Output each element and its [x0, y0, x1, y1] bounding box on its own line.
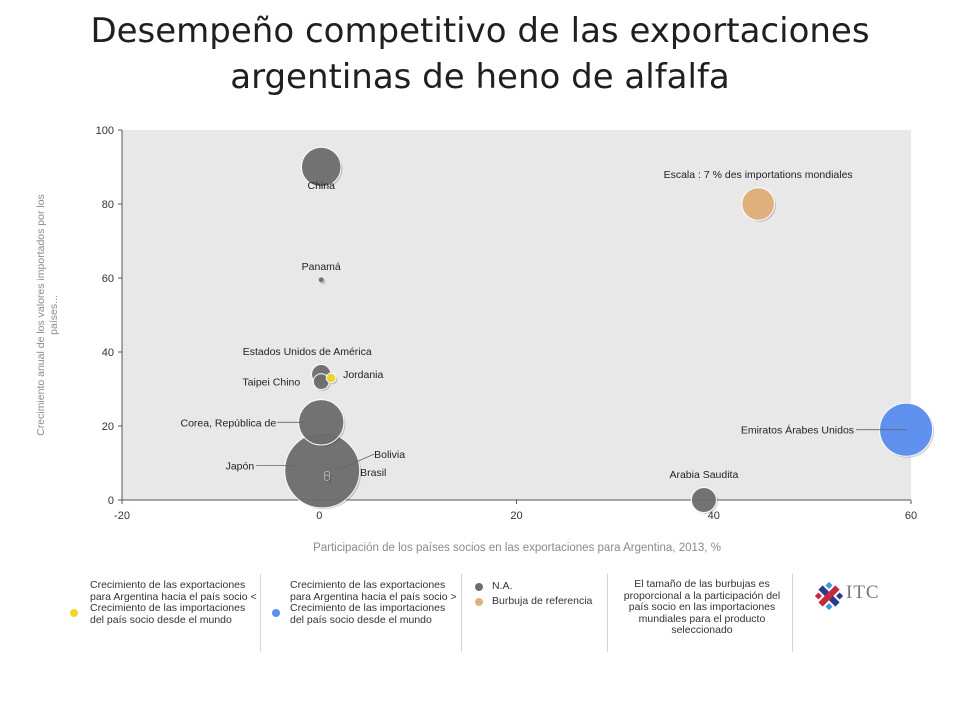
legend-yellow-text: Crecimiento de las exportaciones para Ar…: [90, 579, 257, 626]
itc-logo-text: ITC: [846, 582, 880, 603]
legend-blue-dot: [272, 609, 280, 617]
bubble-label: Brasil: [360, 467, 386, 479]
y-tick-label: 100: [96, 125, 114, 137]
y-tick-label: 0: [108, 495, 114, 507]
y-tick-label: 40: [102, 347, 114, 359]
bubble-jordania: [325, 372, 337, 384]
page-title: Desempeño competitivo de las exportacion…: [90, 11, 870, 97]
legend-yellow-dot: [70, 609, 78, 617]
bubble-arabia-saudita: [690, 487, 717, 513]
legend-reference-dot: [475, 598, 483, 606]
legend-separator: [792, 574, 793, 652]
itc-logo: [815, 581, 844, 611]
bubble-brasil: [324, 474, 331, 481]
bubble-label: Corea, República de: [180, 417, 276, 429]
x-axis-label: Participación de los países socios en la…: [313, 542, 721, 554]
legend-blue-text: Crecimiento de las exportaciones para Ar…: [290, 579, 457, 626]
x-tick-label: 60: [905, 510, 917, 522]
bubble-panama: [318, 276, 325, 283]
x-tick-label: -20: [114, 510, 130, 522]
bubble-label: Japón: [226, 460, 255, 472]
legend-size-note: El tamaño de las burbujas es proporciona…: [623, 578, 781, 636]
x-tick-label: 0: [316, 510, 322, 522]
legend-separator: [607, 574, 608, 652]
bubble-labels: Escala : 7 % des importations mondiales C…: [180, 169, 907, 481]
legend-separator: [260, 574, 261, 652]
y-tick-label: 20: [102, 421, 114, 433]
bubbles: [284, 146, 935, 514]
y-tick-label: 60: [102, 273, 114, 285]
legend-reference-label: Burbuja de referencia: [492, 595, 593, 607]
legend-separator: [461, 574, 462, 652]
bubble-label: Estados Unidos de América: [243, 346, 372, 358]
bubble-label: Taipei Chino: [242, 377, 300, 389]
reference-bubble: [741, 187, 775, 221]
bubble-label: Panamá: [302, 261, 341, 273]
leader-line: [336, 453, 375, 471]
legend-na-label: N.A.: [492, 580, 513, 592]
bubble-label: Arabia Saudita: [669, 469, 738, 481]
bubble-label: Jordania: [343, 369, 383, 381]
reference-bubble-label: Escala : 7 % des importations mondiales: [664, 169, 853, 181]
x-tick-label: 40: [708, 510, 720, 522]
y-axis-label: Crecimiento anual de los valores importa…: [35, 194, 60, 436]
legend: Crecimiento de las exportaciones para Ar…: [64, 574, 879, 652]
y-tick-label: 80: [102, 199, 114, 211]
legend-na-dot: [475, 583, 483, 591]
bubble-label: Emiratos Árabes Unidos: [741, 424, 854, 437]
plot-area: [122, 130, 911, 500]
bubble-label: China: [308, 180, 336, 192]
bubble-label: Bolivia: [374, 449, 405, 461]
bubble-china: [300, 146, 342, 188]
bubble-corea-republica-de: [298, 399, 345, 446]
x-tick-label: 20: [510, 510, 522, 522]
